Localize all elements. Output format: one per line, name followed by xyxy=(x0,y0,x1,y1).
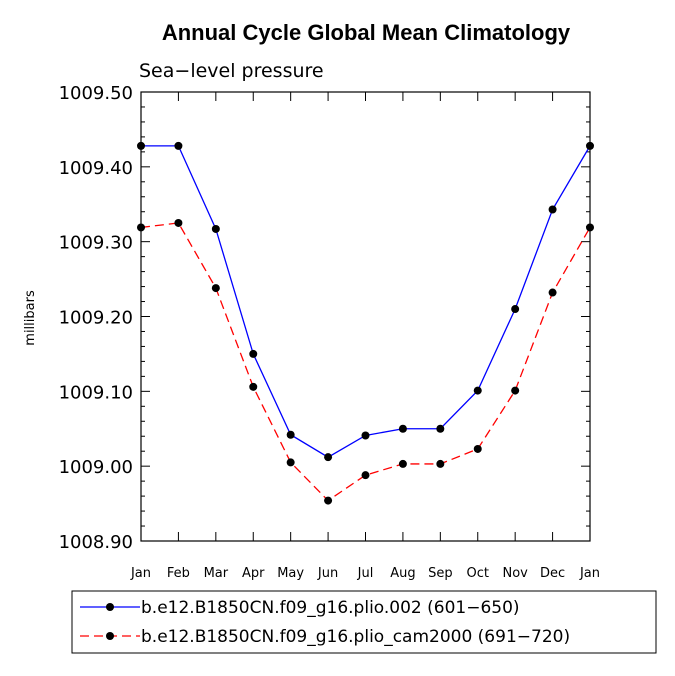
y-tick-label: 1009.40 xyxy=(59,158,133,179)
data-point xyxy=(286,458,295,467)
data-point xyxy=(324,453,333,462)
x-tick-label: Feb xyxy=(167,566,190,581)
chart-title: Annual Cycle Global Mean Climatology xyxy=(162,20,571,45)
data-point xyxy=(174,218,183,227)
axis-ticks xyxy=(140,91,591,542)
legend-entry-1: b.e12.B1850CN.f09_g16.plio.002 (601−650) xyxy=(80,598,520,618)
chart-subtitle: Sea−level pressure xyxy=(139,60,324,82)
x-tick-label: May xyxy=(277,566,304,581)
x-tick-label: Aug xyxy=(390,566,415,581)
y-axis-label: millibars xyxy=(23,290,38,346)
legend-label: b.e12.B1850CN.f09_g16.plio_cam2000 (691−… xyxy=(141,627,570,647)
data-point xyxy=(137,223,145,232)
data-point xyxy=(436,459,445,468)
y-tick-label: 1009.10 xyxy=(59,382,133,403)
data-point xyxy=(324,496,333,505)
y-tick-label: 1009.30 xyxy=(59,233,133,254)
x-tick-label: Mar xyxy=(204,566,229,581)
x-tick-label: Jun xyxy=(317,566,338,581)
x-tick-label: Jan xyxy=(130,566,151,581)
x-tick-label: Apr xyxy=(242,566,265,581)
data-point xyxy=(211,224,220,233)
series-line xyxy=(141,145,591,458)
data-point xyxy=(586,141,594,150)
data-point xyxy=(398,459,407,468)
y-tick-label: 1008.90 xyxy=(59,532,133,553)
y-tick-labels: 1008.90 1009.00 1009.10 1009.20 1009.30 1009.… xyxy=(59,83,133,553)
x-tick-label: Oct xyxy=(467,566,489,581)
data-point xyxy=(137,141,145,150)
legend-marker xyxy=(106,632,114,640)
x-tick-label: Jul xyxy=(357,566,374,581)
x-tick-label: Dec xyxy=(540,566,565,581)
legend-label: b.e12.B1850CN.f09_g16.plio.002 (601−650) xyxy=(141,598,520,618)
data-point xyxy=(436,424,445,433)
series-layer xyxy=(137,141,594,505)
series-2 xyxy=(137,218,594,505)
y-tick-label: 1009.00 xyxy=(59,457,133,478)
legend-box xyxy=(71,590,657,654)
data-point xyxy=(361,431,370,440)
data-point xyxy=(548,205,557,214)
data-point xyxy=(249,349,258,358)
data-point xyxy=(473,386,482,395)
series-1 xyxy=(137,141,594,462)
x-tick-labels: Jan Feb Mar Apr May Jun Jul Aug Sep Oct Nov Dec Jan xyxy=(130,566,600,581)
data-point xyxy=(511,305,520,314)
data-point xyxy=(548,288,557,297)
x-tick-label: Jan xyxy=(579,566,600,581)
x-tick-label: Nov xyxy=(502,566,528,581)
data-point xyxy=(586,223,594,232)
data-point xyxy=(361,471,370,480)
data-point xyxy=(249,382,258,391)
y-tick-label: 1009.20 xyxy=(59,308,133,329)
series-line xyxy=(140,222,591,502)
y-tick-label: 1009.50 xyxy=(59,83,133,104)
data-point xyxy=(398,424,407,433)
data-point xyxy=(211,284,220,293)
data-point xyxy=(174,141,183,150)
data-point xyxy=(511,386,520,395)
data-point xyxy=(286,430,295,439)
x-tick-label: Sep xyxy=(428,566,453,581)
data-point xyxy=(473,444,482,453)
legend: b.e12.B1850CN.f09_g16.plio.002 (601−650)… xyxy=(80,598,570,647)
legend-marker xyxy=(106,603,114,611)
legend-entry-2: b.e12.B1850CN.f09_g16.plio_cam2000 (691−… xyxy=(80,627,570,647)
